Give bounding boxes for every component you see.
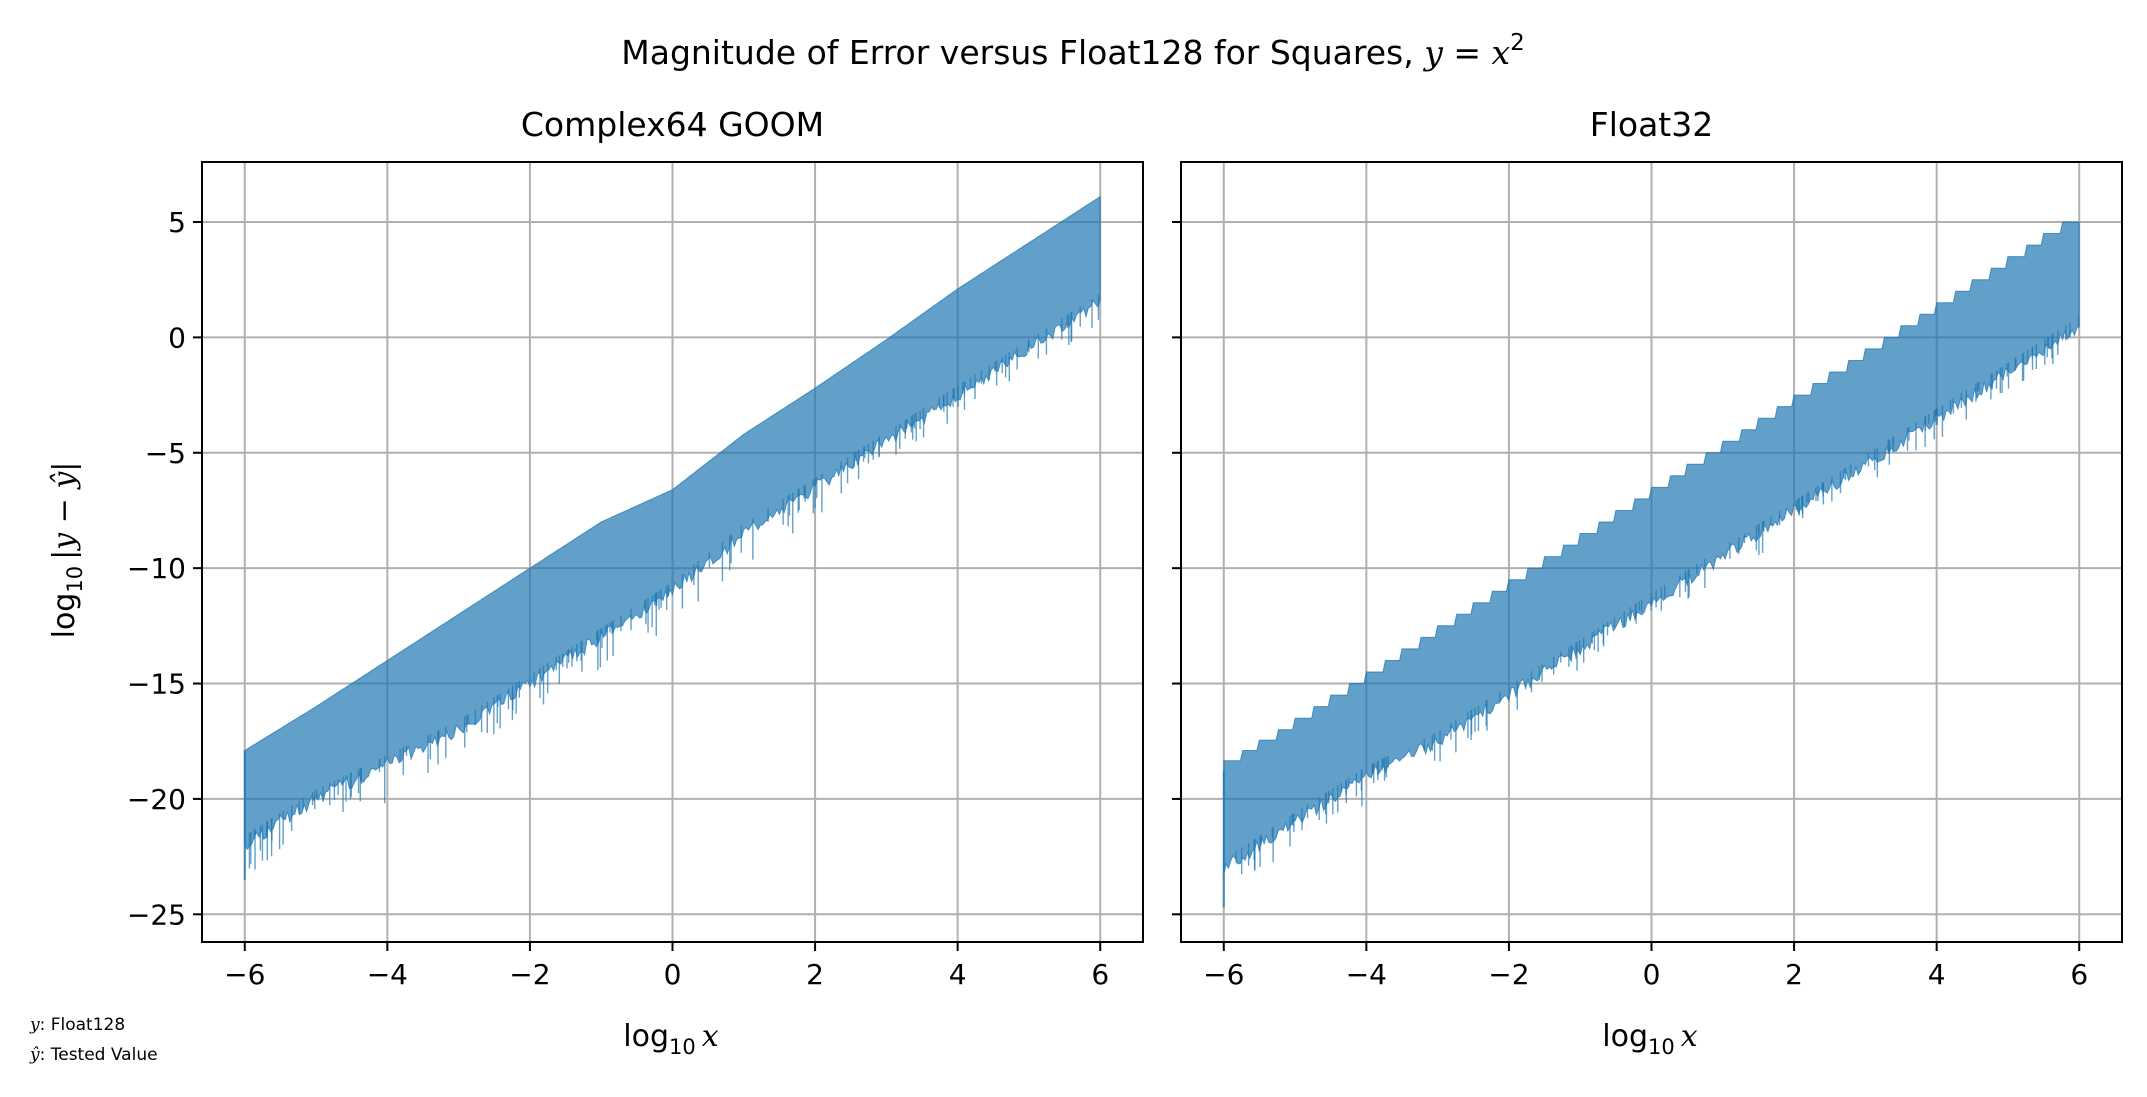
y-axis-label: log10|y − ŷ| <box>47 462 87 639</box>
x-tick-label: −6 <box>224 958 265 991</box>
x-axis-label-left: log10 x <box>623 1019 718 1059</box>
x-tick-label: 2 <box>1785 958 1803 991</box>
y-tick-label: 5 <box>168 206 186 239</box>
x-tick-label: 6 <box>1091 958 1109 991</box>
x-tick-label: 2 <box>806 958 824 991</box>
panel-title: Complex64 GOOM <box>521 105 824 144</box>
y-tick-label: −15 <box>127 668 186 701</box>
x-axis-label-right: log10 x <box>1602 1019 1697 1059</box>
x-tick-label: 0 <box>1643 958 1661 991</box>
y-tick-label: −5 <box>145 437 186 470</box>
x-tick-label: −2 <box>1488 958 1529 991</box>
y-tick-label: −20 <box>127 783 186 816</box>
footnote-line-2: ŷ: Tested Value <box>29 1045 158 1065</box>
x-tick-label: 0 <box>664 958 682 991</box>
footnote-line-1: y: Float128 <box>29 1015 125 1035</box>
x-tick-label: 6 <box>2070 958 2088 991</box>
y-tick-label: −10 <box>127 552 186 585</box>
panel-float32: Float32 −6 −4 −2 0 2 4 6 <box>1172 105 2123 991</box>
x-tick-label: 4 <box>1928 958 1946 991</box>
x-tick-label: −4 <box>367 958 408 991</box>
y-tick-label: 0 <box>168 321 186 354</box>
x-tick-label: −2 <box>509 958 550 991</box>
figure-suptitle: Magnitude of Error versus Float128 for S… <box>621 30 1525 72</box>
panel-complex64-goom: Complex64 GOOM−6 −4 −2 0 2 4 6−25−20−15−10−505 <box>127 105 1144 991</box>
y-tick-label: −25 <box>127 898 186 931</box>
x-tick-label: 4 <box>949 958 967 991</box>
x-tick-label: −6 <box>1203 958 1244 991</box>
error-band <box>244 195 1101 851</box>
x-tick-label: −4 <box>1346 958 1387 991</box>
panel-title: Float32 <box>1590 105 1714 144</box>
